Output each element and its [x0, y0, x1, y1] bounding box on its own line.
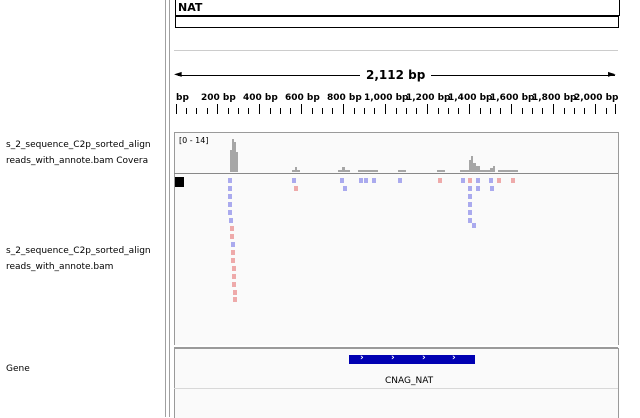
tick-label: 1,400 bp [448, 93, 493, 103]
tick-label: 2,000 bp [574, 93, 619, 103]
coverage-data-range: [0 - 14] [179, 136, 209, 145]
tick-label: 1,800 bp [532, 93, 577, 103]
tick-label: 1,000 bp [364, 93, 409, 103]
ideogram[interactable] [175, 16, 619, 28]
coverage-track-label[interactable]: s_2_sequence_C2p_sorted_align reads_with… [6, 140, 151, 166]
ruler-right-arrow-icon: ► [608, 69, 616, 80]
read-group-marker [175, 177, 184, 187]
tick-label: bp [176, 93, 189, 103]
ruler-left-arrow-icon: ◄ [174, 69, 182, 80]
strand-chevron-icon: › [422, 353, 426, 363]
tick-label: 400 bp [243, 93, 278, 103]
chromosome-box [175, 0, 620, 16]
tick-label: 200 bp [201, 93, 236, 103]
tick-label: 1,200 bp [406, 93, 451, 103]
tick-label: 600 bp [285, 93, 320, 103]
data-panel[interactable] [174, 132, 619, 345]
strand-chevron-icon: › [452, 353, 456, 363]
tick-label: 1,600 bp [490, 93, 535, 103]
strand-chevron-icon: › [360, 353, 364, 363]
name-panel-divider[interactable] [165, 0, 166, 417]
gene-feature-cnag-nat[interactable] [349, 355, 475, 364]
gene-track-label[interactable]: Gene [6, 364, 30, 374]
view-span-label: 2,112 bp [360, 68, 432, 82]
gene-name-label: CNAG_NAT [385, 376, 434, 386]
strand-chevron-icon: › [391, 353, 395, 363]
attribute-panel-divider[interactable] [169, 0, 170, 417]
alignment-track-label[interactable]: s_2_sequence_C2p_sorted_align reads_with… [6, 246, 151, 272]
tick-label: 800 bp [327, 93, 362, 103]
chromosome-name: NAT [178, 1, 203, 14]
